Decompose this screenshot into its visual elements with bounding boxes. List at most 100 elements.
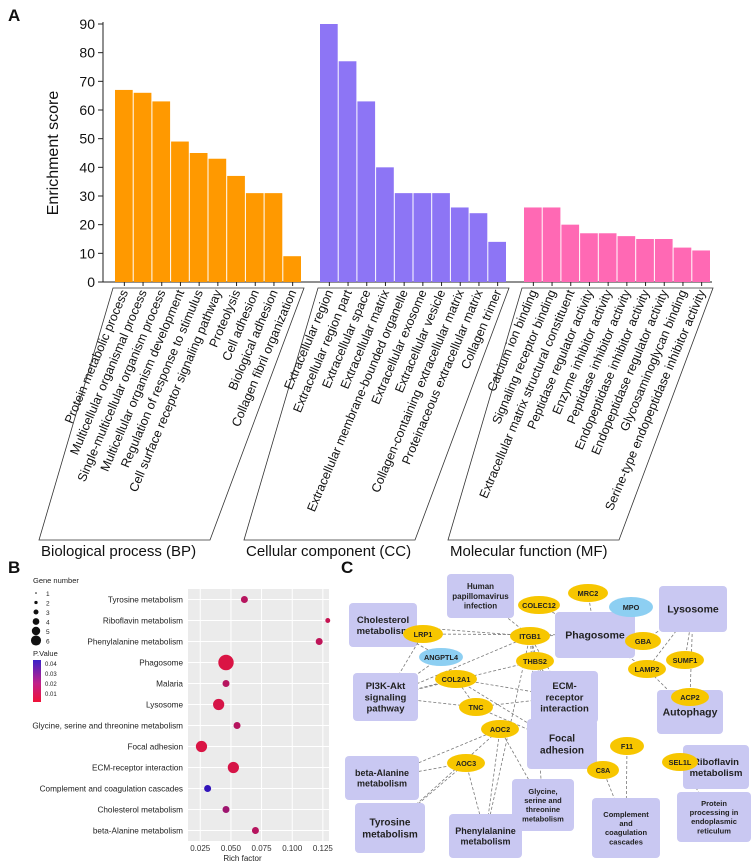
gene-node-label: LAMP2 [635,665,660,674]
pathway-label: ECM-receptor interaction [92,764,183,773]
y-tick-label: 30 [79,188,95,204]
pathway-node-label: Cholesterol [357,615,409,626]
group-bracket-2 [447,287,714,541]
pathway-node-label: metabolism [460,836,510,846]
bar-2-7 [654,239,673,282]
pathway-node-label: infection [464,601,497,610]
network-edge [422,633,596,636]
gene-node-label: ANGPTL4 [424,653,459,662]
network-edge [475,706,563,745]
size-legend-dot [30,635,42,646]
pathway-node-label: metabolism [357,778,407,788]
color-legend-title: P.Value [33,649,58,658]
pathway-node-label: Phenylalanine [455,826,516,836]
bar-0-4 [189,153,208,282]
pathway-node-label: reticulum [697,826,731,835]
pathway-node-label: metabolism [522,814,564,823]
pathway-node-label: metabolism [357,626,410,637]
gene-node-label: SEL1L [669,758,692,767]
bubble-point [213,698,225,711]
gene-node-label: MRC2 [578,589,599,598]
bar-2-1 [542,207,561,282]
network-edge [529,635,544,806]
gene-node-label: TNC [469,703,485,712]
network-edge [625,745,628,829]
bar-1-1 [338,61,357,283]
pathway-node-label: processing in [690,808,739,817]
pathway-label: Cholesterol metabolism [97,806,183,815]
pathway-label: Phenylalanine metabolism [87,638,183,647]
pathway-node-label: Lysosome [667,604,719,616]
gene-node [568,584,608,602]
bubble-point [204,785,212,792]
bar-1-5 [413,193,432,282]
gene-node [481,720,519,738]
network-edge [646,608,694,670]
pathway-node [592,798,660,858]
gene-node-label: COL2A1 [442,675,471,684]
y-tick-label: 10 [79,245,95,261]
pathway-node-label: coagulation [605,828,648,837]
pathway-node-label: beta-Alanine [355,768,409,778]
y-axis-title: Enrichment score [45,91,62,216]
gene-node-label: AOC2 [490,725,510,734]
bar-0-8 [264,193,283,282]
size-legend-label: 6 [46,639,50,646]
pathway-node-label: ECM- [552,681,576,692]
gene-node-label: AOC3 [456,759,476,768]
bar-2-6 [636,239,654,282]
size-legend-label: 3 [46,610,50,617]
gene-node [666,651,704,669]
bar-1-6 [432,193,450,282]
y-tick-label: 20 [79,217,95,233]
size-legend-dot [31,626,41,636]
x-axis-title: Rich factor [223,854,262,863]
pathway-node-label: Tyrosine [370,818,411,829]
pathway-node-label: cascades [609,837,643,846]
y-tick-label: 90 [79,16,95,32]
pathway-node [531,671,598,723]
bar-0-9 [283,256,301,282]
x-tick-label: 0.025 [190,844,211,853]
pathway-node [449,814,522,858]
network-edge [389,762,467,829]
gene-node-label: SUMF1 [673,656,698,665]
pathway-node-label: receptor [545,692,583,703]
gene-node [587,761,619,779]
bar-2-3 [580,233,598,282]
gene-node [435,670,477,688]
bar-2-2 [561,224,580,282]
bar-1-2 [357,101,376,283]
pathway-node-label: papillomavirus [452,592,509,601]
gene-node [609,597,653,617]
pathway-node-label: PI3K-Akt [366,681,406,692]
color-legend-label: 0.03 [45,672,57,678]
size-legend-dot [35,592,37,594]
bar-2-4 [598,233,617,282]
plot-background [188,589,329,841]
pathway-node [349,603,417,647]
bubble-point [227,761,239,774]
bar-0-2 [152,101,171,283]
pathway-node [512,779,574,831]
pathway-node [677,792,751,842]
bar-1-4 [394,193,413,282]
color-legend-bar [33,660,41,702]
gene-node-label: THBS2 [523,657,547,666]
pathway-node-label: interaction [540,703,589,714]
pathway-node [355,803,425,853]
x-tick-label: 0.100 [282,844,303,853]
pathway-label: Lysosome [146,701,183,710]
bar-1-7 [450,207,469,282]
gene-node-label: F11 [621,742,633,751]
bar-2-9 [692,250,710,282]
pathway-node [345,756,419,800]
network-edge [485,728,501,837]
bubble-point [222,680,230,687]
y-tick-label: 70 [79,73,95,89]
size-legend-label: 1 [46,591,50,598]
pathway-node-label: adhesion [540,745,584,756]
gene-node [419,648,463,666]
